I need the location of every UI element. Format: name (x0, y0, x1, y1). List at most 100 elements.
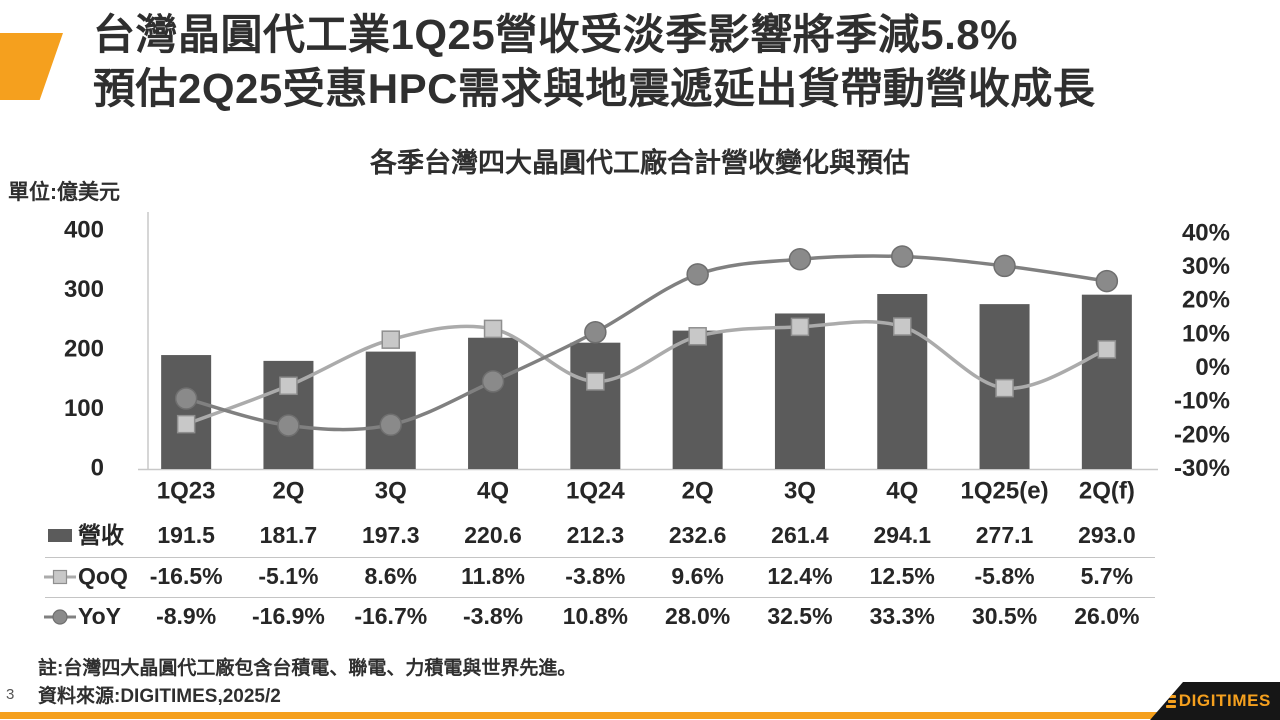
category-label: 4Q (886, 477, 918, 504)
yoy-line (185, 254, 1108, 432)
right-axis-tick-label: -10% (1174, 388, 1230, 415)
qoq-marker (1097, 340, 1117, 359)
revenue-bar (161, 355, 212, 469)
category-label: 1Q24 (566, 477, 625, 504)
revenue-bar (672, 330, 723, 469)
category-label: 3Q (375, 477, 407, 504)
yoy-marker (1095, 269, 1119, 293)
yoy-marker (788, 247, 812, 271)
right-axis-tick-label: 0% (1195, 354, 1230, 381)
revenue-bar (1081, 294, 1132, 469)
digitimes-logo-text: DIGITIMES (1178, 691, 1271, 710)
yoy-value: 10.8% (563, 603, 628, 629)
yoy-value: -8.9% (156, 603, 216, 629)
page-title: 台灣晶圓代工業1Q25營收受淡季影響將季減5.8% 預估2Q25受惠HPC需求與… (93, 8, 1095, 116)
yoy-value: -3.8% (463, 603, 523, 629)
left-axis-tick-label: 0 (91, 454, 104, 481)
category-label: 4Q (477, 477, 509, 504)
left-axis-tick-label: 200 (64, 335, 104, 362)
qoq-marker (688, 327, 707, 346)
qoq-marker (790, 317, 810, 337)
right-axis-tick-label: 20% (1182, 287, 1230, 314)
qoq-marker (995, 378, 1014, 398)
yoy-value: 28.0% (665, 603, 730, 629)
chart-title: 各季台灣四大晶圓代工廠合計營收變化與預估 (370, 148, 910, 178)
qoq-value: -5.1% (258, 563, 318, 589)
yoy-marker (277, 414, 300, 437)
left-axis-tick-label: 300 (64, 276, 104, 303)
yoy-marker (891, 245, 914, 268)
qoq-value: 8.6% (365, 563, 417, 589)
qoq-value: 9.6% (671, 563, 723, 589)
revenue-value: 294.1 (873, 522, 931, 548)
qoq-legend-label: QoQ (78, 563, 128, 589)
right-axis-tick-label: 40% (1182, 219, 1230, 246)
revenue-bar (774, 313, 825, 469)
footer-accent-bar (0, 712, 1280, 719)
page-number: 3 (6, 686, 15, 703)
yoy-marker (481, 370, 505, 393)
yoy-value: -16.7% (354, 603, 427, 629)
revenue-bar (365, 351, 416, 469)
right-axis-tick-label: 30% (1182, 253, 1230, 280)
revenue-legend-label: 營收 (78, 522, 124, 548)
page-title-line1: 台灣晶圓代工業1Q25營收受淡季影響將季減5.8% (93, 11, 1018, 58)
revenue-value: 277.1 (976, 522, 1034, 548)
qoq-value: 12.4% (767, 563, 832, 589)
left-axis-tick-label: 400 (64, 216, 104, 243)
category-label: 2Q(f) (1079, 477, 1135, 504)
qoq-value: -3.8% (565, 563, 625, 589)
qoq-value: 11.8% (461, 563, 525, 589)
yoy-marker (686, 263, 709, 286)
qoq-marker (483, 319, 503, 339)
qoq-marker (279, 376, 298, 396)
yoy-legend-marker (52, 609, 68, 625)
revenue-legend-swatch (48, 529, 72, 542)
yoy-value: 32.5% (767, 603, 832, 629)
unit-label: 單位:億美元 (8, 181, 120, 204)
category-label: 2Q (682, 477, 714, 504)
revenue-bar (570, 342, 621, 469)
revenue-value: 212.3 (567, 522, 625, 548)
yoy-marker (174, 387, 198, 410)
category-label: 3Q (784, 477, 816, 504)
page-title-line2: 預估2Q25受惠HPC需求與地震遞延出貨帶動營收成長 (93, 65, 1096, 113)
qoq-value: -5.8% (975, 563, 1035, 589)
yoy-value: 26.0% (1074, 603, 1139, 629)
yoy-marker (993, 254, 1016, 278)
right-axis-tick-label: 10% (1182, 320, 1230, 347)
yoy-value: -16.9% (252, 603, 325, 629)
revenue-value: 181.7 (260, 522, 318, 548)
qoq-marker (176, 414, 196, 434)
yoy-legend-label: YoY (78, 603, 121, 629)
qoq-marker (586, 372, 605, 391)
revenue-value: 232.6 (669, 522, 727, 548)
qoq-marker (381, 330, 400, 349)
category-label: 1Q25(e) (961, 477, 1049, 504)
qoq-value: 12.5% (870, 563, 935, 589)
revenue-value: 197.3 (362, 522, 420, 548)
qoq-line (185, 319, 1108, 426)
right-axis-tick-label: -20% (1174, 421, 1230, 448)
revenue-value: 191.5 (157, 522, 215, 548)
revenue-bar (468, 337, 519, 469)
category-label: 2Q (272, 477, 304, 504)
left-axis-tick-label: 100 (64, 395, 104, 422)
category-label: 1Q23 (157, 477, 216, 504)
right-axis-tick-label: -30% (1174, 455, 1230, 482)
revenue-value: 293.0 (1078, 522, 1136, 548)
yoy-marker (379, 413, 402, 437)
yoy-marker (584, 320, 607, 344)
yoy-value: 33.3% (870, 603, 935, 629)
qoq-value: 5.7% (1081, 563, 1133, 589)
qoq-value: -16.5% (150, 563, 223, 589)
note-text: 註:台灣四大晶圓代工廠包含台積電、聯電、力積電與世界先進。 (38, 658, 577, 679)
qoq-legend-marker (52, 569, 68, 585)
revenue-value: 261.4 (771, 522, 829, 548)
qoq-marker (893, 317, 912, 336)
revenue-value: 220.6 (464, 522, 522, 548)
yoy-value: 30.5% (972, 603, 1037, 629)
source-text: 資料來源:DIGITIMES,2025/2 (38, 686, 281, 707)
